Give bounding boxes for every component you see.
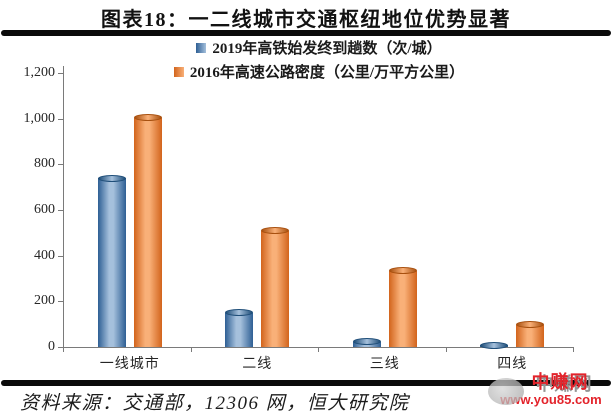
y-tick xyxy=(58,164,63,166)
y-axis-label: 1,000 xyxy=(23,110,56,126)
bar-top-cap xyxy=(133,114,162,122)
bar-top-cap xyxy=(388,267,417,274)
watermark: 中赚网 www.you85.com xyxy=(488,372,610,407)
bar-series1-四线 xyxy=(516,321,545,347)
source-note: 资料来源：交通部，12306 网，恒大研究院 xyxy=(20,393,410,414)
legend-item: 2019年高铁始发终到趟数（次/城） xyxy=(196,37,442,58)
bar-series0-二线 xyxy=(225,309,254,347)
x-tick xyxy=(573,347,574,352)
watermark-url: www.you85.com xyxy=(500,391,602,407)
bar-series0-四线 xyxy=(480,341,509,349)
y-tick xyxy=(58,210,63,211)
watermark-site-name: 中赚网 xyxy=(531,372,589,392)
bar-top-cap xyxy=(516,321,545,329)
bar-series1-二线 xyxy=(261,227,290,347)
y-axis-label: 200 xyxy=(34,293,55,309)
x-axis-label: 二线 xyxy=(242,357,273,372)
legend-swatch-icon xyxy=(173,66,184,77)
legend-swatch-icon xyxy=(196,42,207,53)
y-tick xyxy=(58,255,63,257)
legend-label: 2016年高速公路密度（公里/万平方公里） xyxy=(189,65,465,81)
bar-top-cap xyxy=(261,227,290,235)
chart-legend: 2019年高铁始发终到趟数（次/城） 2016年高速公路密度（公里/万平方公里） xyxy=(63,37,575,82)
footer-divider xyxy=(1,380,611,386)
legend-label: 2019年高铁始发终到趟数（次/城） xyxy=(212,41,442,57)
x-axis-label: 四线 xyxy=(497,357,528,372)
x-tick xyxy=(63,347,64,352)
bar-series0-三线 xyxy=(352,338,381,347)
x-tick xyxy=(190,347,192,352)
bar-top-cap xyxy=(352,338,381,346)
title-divider xyxy=(1,30,611,36)
x-axis-label: 一线城市 xyxy=(99,357,160,372)
bar-top-cap xyxy=(97,174,126,182)
y-axis-label: 0 xyxy=(48,339,55,354)
bar-top-cap xyxy=(480,341,509,349)
y-tick xyxy=(58,301,63,303)
y-axis-label: 600 xyxy=(34,202,55,217)
y-axis-label: 400 xyxy=(34,247,55,263)
chart-title: 图表18：一二线城市交通枢纽地位优势显著 xyxy=(101,9,511,31)
y-tick xyxy=(58,347,63,348)
y-tick xyxy=(58,118,63,120)
bar-series1-三线 xyxy=(388,267,417,347)
bar-series0-一线城市 xyxy=(97,174,126,347)
x-tick xyxy=(318,347,319,352)
bar-top-cap xyxy=(225,309,254,317)
x-tick xyxy=(445,347,447,352)
y-axis-label: 800 xyxy=(34,156,55,172)
x-axis-label: 三线 xyxy=(369,357,400,372)
bar-series1-一线城市 xyxy=(133,114,162,347)
y-tick xyxy=(58,73,63,74)
y-axis-line xyxy=(63,66,64,347)
legend-item: 2016年高速公路密度（公里/万平方公里） xyxy=(173,61,465,82)
y-axis-label: 1,200 xyxy=(23,65,56,80)
watermark-logo-icon xyxy=(488,378,524,405)
